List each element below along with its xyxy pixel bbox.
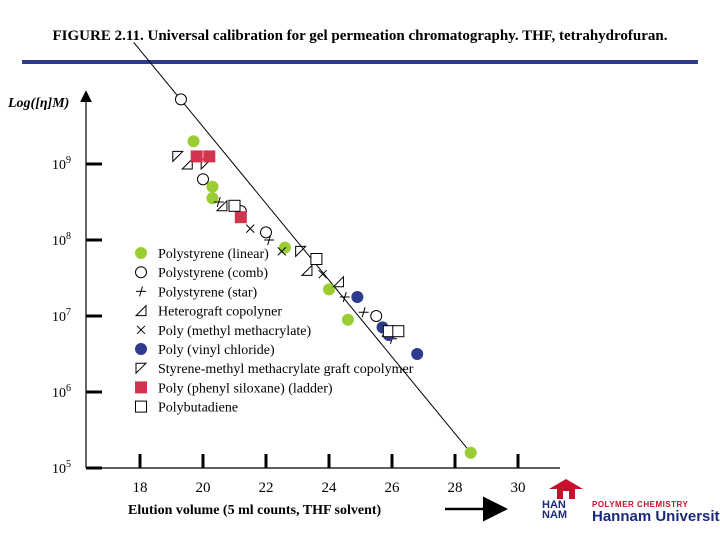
logo-polymer-chemistry: POLYMER CHEMISTRY — [592, 500, 689, 509]
x-tick-label: 24 — [322, 480, 338, 496]
y-tick-exp: 7 — [66, 307, 71, 318]
y-tick-label: 109 — [52, 155, 71, 173]
legend-marker-3 — [134, 304, 147, 317]
y-tick-base: 10 — [52, 462, 66, 477]
x-tick-label: 28 — [448, 480, 463, 496]
data-point-series-3 — [332, 275, 344, 288]
figure-caption: FIGURE 2.11. Universal calibration for g… — [52, 28, 668, 44]
data-point-series-1 — [260, 226, 272, 239]
legend-entry-5: Poly (vinyl chloride) — [158, 343, 275, 358]
legend-marker-6 — [135, 362, 148, 375]
legend-entry-3: Heterograft copolyner — [158, 305, 282, 320]
y-tick-exp: 9 — [66, 155, 71, 166]
legend-entry-1: Polystyrene (comb) — [158, 266, 268, 281]
legend-marker-0 — [135, 247, 147, 259]
legend-marker-8 — [135, 400, 147, 413]
data-point-series-3 — [215, 199, 228, 212]
logo-university-name: Hannam University — [592, 508, 720, 525]
legend-entry-0: Polystyrene (linear) — [158, 247, 269, 262]
calibration-fit-line — [133, 42, 475, 457]
data-point-series-7 — [190, 150, 203, 163]
data-point-series-5 — [411, 348, 424, 360]
data-point-series-5 — [351, 291, 364, 303]
data-point-series-0 — [206, 180, 219, 193]
caption-divider — [22, 60, 698, 64]
data-point-series-2 — [213, 196, 224, 208]
x-tick-label: 18 — [133, 480, 148, 496]
data-point-series-8 — [392, 325, 405, 338]
logo-mark-line2: NAM — [542, 509, 568, 521]
data-point-series-2 — [339, 291, 350, 303]
legend-marker-1 — [135, 266, 147, 279]
data-point-series-8 — [228, 199, 241, 212]
data-point-series-2 — [358, 307, 369, 318]
data-point-series-1 — [197, 173, 209, 186]
x-tick-label: 20 — [196, 480, 211, 496]
y-tick-label: 105 — [52, 459, 71, 477]
university-emblem-icon — [549, 479, 583, 499]
data-point-series-6 — [295, 245, 307, 258]
data-point-series-0 — [464, 446, 477, 459]
data-point-series-8 — [310, 253, 323, 265]
y-tick-exp: 5 — [66, 459, 71, 470]
logo-mark-line1: HAN — [542, 499, 566, 511]
legend-marker-7 — [135, 381, 147, 394]
data-point-series-2 — [264, 234, 275, 246]
y-tick-exp: 8 — [66, 231, 71, 242]
data-point-series-3 — [300, 264, 313, 276]
y-tick-base: 10 — [52, 386, 66, 401]
legend-entry-7: Poly (phenyl siloxane) (ladder) — [158, 381, 333, 396]
x-tick-label: 30 — [511, 480, 526, 496]
data-point-series-7 — [234, 211, 247, 224]
legend-entry-6: Styrene-methyl methacrylate graft copoly… — [158, 362, 414, 377]
legend-entry-4: Poly (methyl methacrylate) — [158, 324, 312, 339]
logo-mark: HAN NAM — [542, 499, 568, 521]
legend-marker-4 — [136, 325, 146, 335]
data-point-series-0 — [187, 135, 200, 148]
data-point-series-4 — [245, 224, 255, 233]
data-point-series-4 — [318, 269, 328, 279]
data-point-series-1 — [174, 93, 187, 106]
hannam-university-logo: HAN NAM POLYMER CHEMISTRY Hannam Univers… — [542, 478, 720, 526]
y-tick-label: 107 — [52, 307, 71, 325]
legend-entry-2: Polystyrene (star) — [158, 285, 257, 300]
y-tick-label: 108 — [52, 231, 71, 249]
y-tick-base: 10 — [52, 158, 66, 173]
data-point-series-6 — [172, 150, 185, 163]
x-tick-label: 26 — [385, 480, 401, 496]
x-tick-label: 22 — [259, 480, 274, 496]
data-point-series-0 — [341, 313, 354, 326]
y-axis-label: Log([η]M) — [7, 96, 69, 111]
y-tick-label: 106 — [52, 383, 71, 401]
data-point-series-3 — [181, 157, 193, 170]
data-point-series-7 — [203, 150, 216, 163]
data-point-series-0 — [206, 192, 219, 205]
legend-marker-5 — [135, 343, 147, 355]
legend-marker-2 — [136, 286, 146, 297]
data-point-series-4 — [277, 247, 287, 256]
x-axis-label: Elution volume (5 ml counts, THF solvent… — [128, 503, 382, 518]
legend-entry-8: Polybutadiene — [158, 401, 238, 416]
y-tick-base: 10 — [52, 234, 66, 249]
y-tick-exp: 6 — [66, 383, 71, 394]
y-tick-base: 10 — [52, 310, 66, 325]
data-point-series-0 — [323, 283, 335, 296]
data-point-series-1 — [370, 310, 383, 322]
